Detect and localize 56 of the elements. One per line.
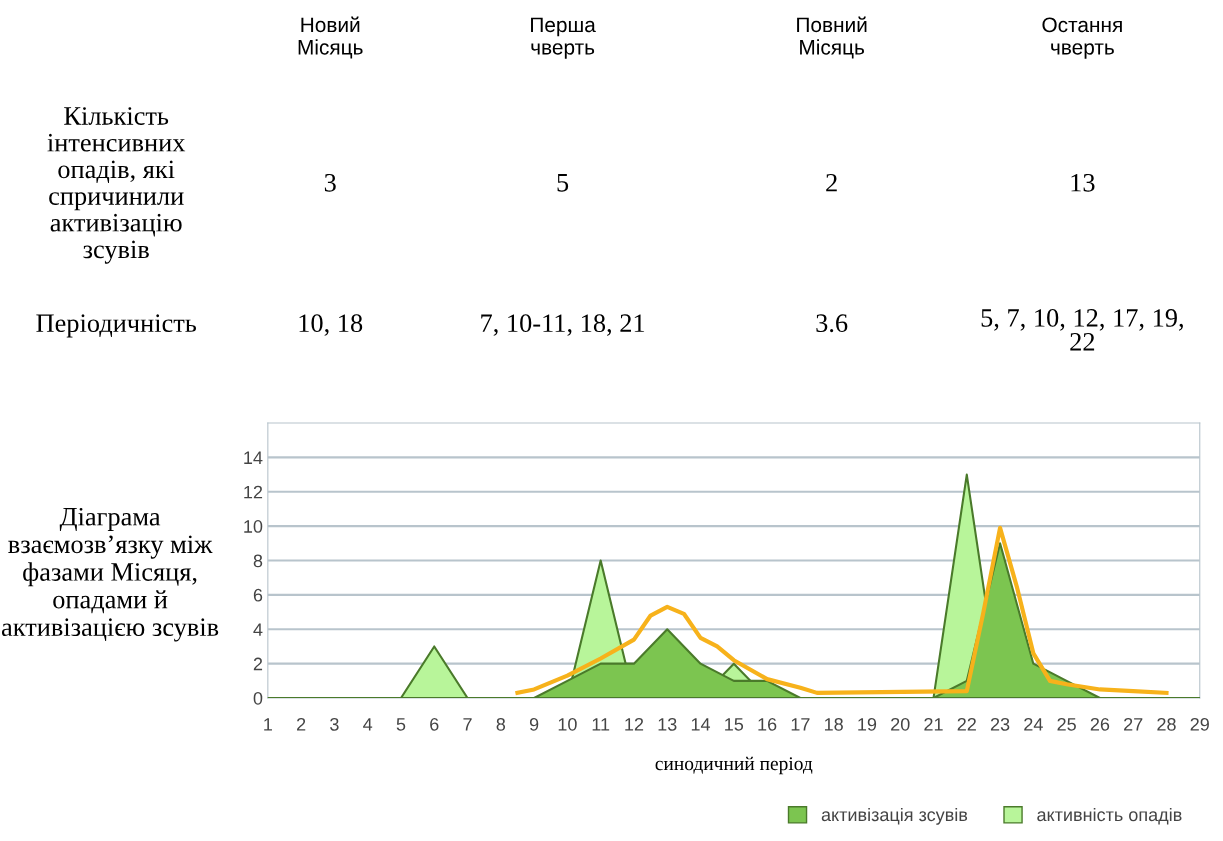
y-axis-title: Діаграма взаємозв’язку між фазами Місяця, опадами й активізацією зсувів bbox=[1, 507, 219, 642]
legend-label: активність опадів bbox=[1037, 807, 1182, 825]
x-tick-label: 16 bbox=[758, 717, 777, 731]
text: Періодичність bbox=[36, 314, 197, 338]
text: Повний Місяць bbox=[797, 16, 867, 59]
text: Новий Місяць bbox=[298, 16, 363, 59]
x-tick-label: 2 bbox=[297, 717, 306, 731]
x-tick-label: 13 bbox=[658, 717, 677, 731]
x-tick-label: 20 bbox=[891, 717, 910, 731]
x-tick-label: 26 bbox=[1090, 717, 1110, 731]
x-tick-label: 27 bbox=[1124, 717, 1143, 731]
x-tick-label: 7 bbox=[463, 718, 472, 731]
x-tick-label: 11 bbox=[592, 718, 610, 731]
x-tick-label: 10 bbox=[558, 717, 577, 731]
text: 10, 18 bbox=[299, 314, 363, 336]
x-tick-label: 14 bbox=[691, 718, 711, 731]
text: Перша чверть bbox=[531, 17, 596, 59]
y-tick-label: 8 bbox=[253, 554, 263, 568]
x-tick-label: 18 bbox=[824, 717, 843, 731]
text: Остання чверть bbox=[1042, 17, 1122, 59]
y-tick-label: 4 bbox=[253, 623, 263, 636]
x-tick-label: 24 bbox=[1024, 717, 1043, 731]
y-tick-label: 0 bbox=[253, 691, 263, 705]
x-tick-label: 22 bbox=[957, 717, 976, 731]
x-tick-label: 17 bbox=[791, 718, 810, 731]
text: 3.6 bbox=[816, 314, 848, 333]
x-tick-label: 21 bbox=[924, 717, 943, 731]
x-tick-label: 9 bbox=[529, 717, 539, 731]
text: 5, 7, 10, 12, 17, 19, 22 bbox=[981, 309, 1183, 351]
x-tick-label: 15 bbox=[725, 718, 744, 731]
x-tick-label: 8 bbox=[496, 717, 506, 731]
x-tick-label: 1 bbox=[264, 718, 272, 731]
text: 3 bbox=[324, 173, 336, 192]
line-series bbox=[515, 525, 1169, 695]
legend-label: активізація зсувів bbox=[821, 807, 968, 825]
text: 7, 10-11, 18, 21 bbox=[481, 314, 645, 336]
x-axis-title: синодичний період bbox=[655, 756, 813, 775]
text: 13 bbox=[1071, 173, 1095, 192]
x-tick-label: 23 bbox=[990, 717, 1010, 731]
x-tick-label: 29 bbox=[1190, 717, 1209, 731]
y-tick-label: 14 bbox=[244, 451, 263, 464]
x-tick-label: 5 bbox=[396, 718, 406, 731]
x-tick-label: 3 bbox=[330, 717, 339, 731]
x-tick-label: 4 bbox=[363, 718, 373, 731]
x-tick-label: 25 bbox=[1057, 717, 1076, 731]
y-tick-label: 2 bbox=[253, 657, 263, 671]
text: 2 bbox=[826, 173, 837, 192]
x-tick-label: 6 bbox=[430, 717, 439, 731]
y-tick-label: 12 bbox=[244, 485, 263, 499]
y-tick-label: 10 bbox=[244, 520, 263, 533]
x-tick-label: 19 bbox=[858, 717, 877, 731]
x-tick-label: 28 bbox=[1157, 717, 1176, 731]
y-tick-label: 6 bbox=[253, 588, 263, 602]
text: 5 bbox=[557, 174, 569, 192]
text: Кількість інтенсивних опадів, які спричинили активізацію зсувів bbox=[47, 107, 186, 264]
x-tick-label: 12 bbox=[625, 717, 644, 731]
